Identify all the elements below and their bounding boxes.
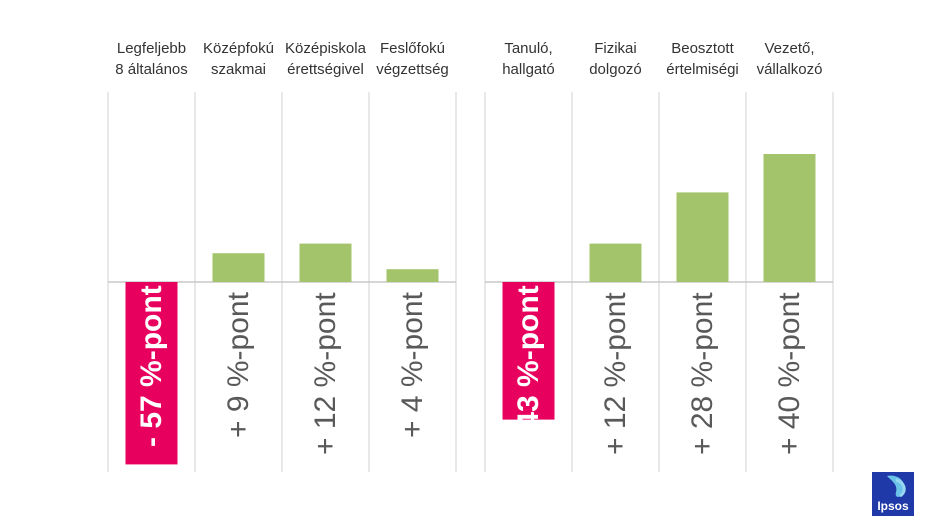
category-label-line: vállalkozó — [756, 61, 823, 78]
ipsos-logo: Ipsos — [872, 472, 914, 516]
bar — [676, 192, 729, 282]
category-label: Tanuló, hallgató — [484, 38, 574, 80]
category-label-line: Feslőfokú — [379, 40, 446, 57]
category-label: Beosztott értelmiségi — [658, 38, 748, 80]
category-label-line: hallgató — [502, 61, 555, 78]
bar — [125, 282, 178, 465]
bar — [386, 269, 439, 282]
ipsos-logo-text: Ipsos — [877, 499, 909, 513]
bar — [299, 243, 352, 282]
category-label: Középfokú szakmai — [194, 38, 284, 80]
category-label: Vezető, vállalkozó — [745, 38, 835, 80]
data-label: + 28 %-pont — [685, 292, 719, 455]
category-label-line: dolgozó — [589, 61, 642, 78]
category-label-line: Legfeljebb — [116, 40, 187, 57]
bar — [589, 243, 642, 282]
category-label-line: Középfokú — [203, 40, 274, 57]
data-label: + 4 %-pont — [395, 292, 429, 438]
data-label: + 12 %-pont — [308, 292, 342, 455]
category-label-line: Vezető, — [764, 40, 815, 57]
category-label: Középiskola érettségivel — [281, 38, 371, 80]
bar — [502, 282, 555, 420]
data-label: + 40 %-pont — [772, 292, 806, 455]
category-label-line: érettségivel — [287, 61, 364, 78]
bar — [212, 253, 265, 282]
category-label-line: 8 általános — [115, 61, 188, 78]
category-label-line: Beosztott — [671, 40, 734, 57]
category-label-line: Középiskola — [285, 40, 366, 57]
category-label: Legfeljebb 8 általános — [107, 38, 197, 80]
data-label: + 12 %-pont — [598, 292, 632, 455]
category-label-line: végzettség — [376, 61, 449, 78]
category-label-line: értelmiségi — [666, 61, 739, 78]
data-label: - 57 %-pont — [134, 285, 168, 447]
category-label: Feslőfokú végzettség — [368, 38, 458, 80]
category-label-line: szakmai — [210, 61, 266, 78]
category-label-line: Tanuló, — [504, 40, 553, 57]
category-label: Fizikai dolgozó — [571, 38, 661, 80]
data-label: - 43 %-pont — [511, 285, 545, 447]
category-label-line: Fizikai — [594, 40, 637, 57]
bar — [763, 154, 816, 282]
data-label: + 9 %-pont — [221, 292, 255, 438]
